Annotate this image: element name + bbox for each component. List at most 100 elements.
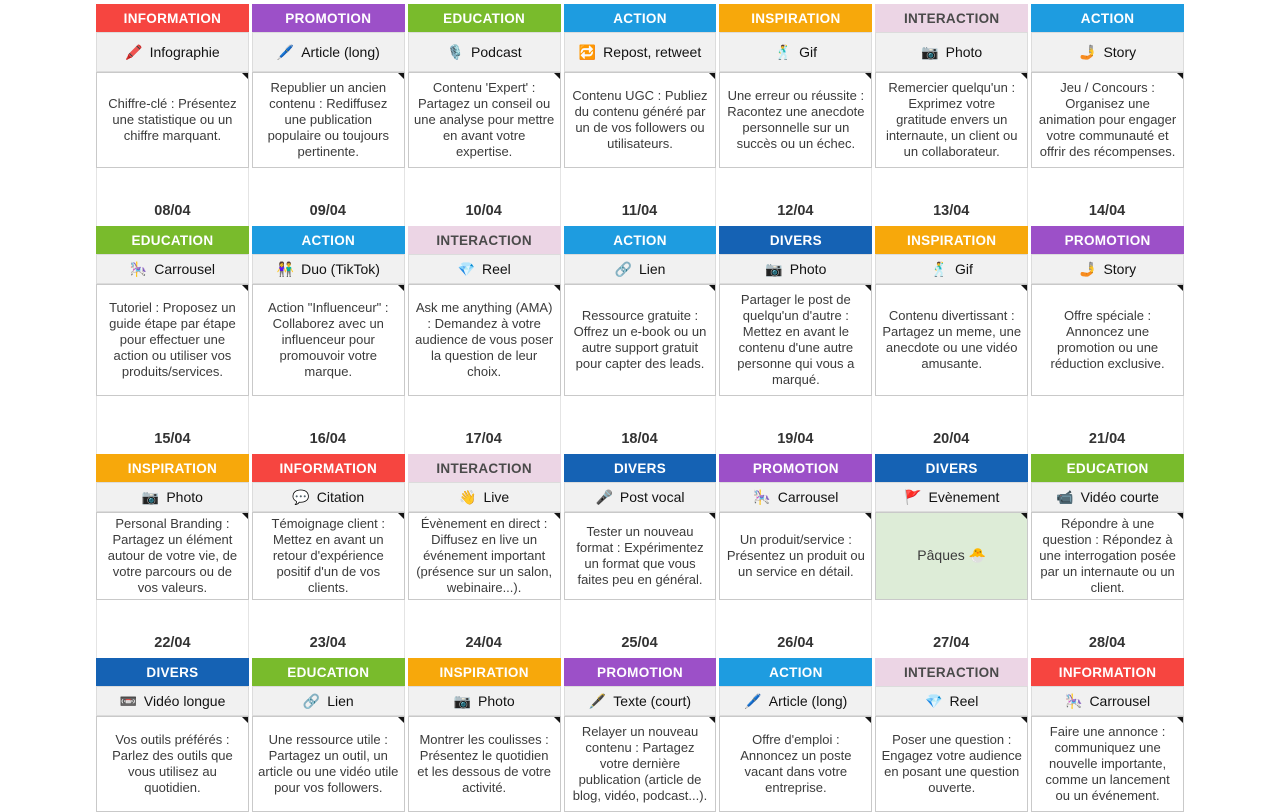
description-text: Faire une annonce : communiquez une nouv… <box>1045 723 1170 804</box>
format-label: Gif <box>954 261 973 277</box>
category-header-divers: DIVERS <box>875 454 1029 482</box>
description-text: Offre d'emploi : Annoncez un poste vacan… <box>740 731 852 796</box>
description-text: Un produit/service : Présentez un produi… <box>726 531 865 580</box>
format-cell: 📷 Photo <box>96 482 249 512</box>
flag-icon: 🚩 <box>904 489 922 505</box>
date-cell: 16/04 <box>252 396 405 454</box>
format-label: Photo <box>166 489 203 505</box>
category-header-divers: DIVERS <box>563 454 717 482</box>
category-header-promotion: PROMOTION <box>251 4 405 32</box>
format-label: Infographie <box>149 44 220 60</box>
date-cell: 13/04 <box>875 168 1029 226</box>
category-row: INFORMATION PROMOTION EDUCATION ACTION INSPI… <box>96 4 1184 32</box>
date-cell: 21/04 <box>1031 396 1184 454</box>
format-cell: 💎 Reel <box>407 254 561 284</box>
description-text: Relayer un nouveau contenu : Partagez vo… <box>572 723 708 804</box>
date-row: 08/04 09/04 10/04 11/04 12/04 13/04 14/04 <box>96 168 1184 226</box>
description-cell: Action "Influenceur" : Collaborez avec u… <box>251 284 405 396</box>
category-header-education: EDUCATION <box>251 658 405 686</box>
format-label: Citation <box>316 489 365 505</box>
format-label: Lien <box>638 261 666 277</box>
selfie-icon: 🤳 <box>1079 44 1097 60</box>
category-header-action: ACTION <box>563 226 717 254</box>
date-cell: 10/04 <box>408 168 561 226</box>
format-label: Duo (TikTok) <box>301 261 380 277</box>
description-cell: Ask me anything (AMA) : Demandez à votre… <box>407 284 561 396</box>
format-label: Story <box>1103 261 1137 277</box>
description-text: Évènement en direct : Diffusez en live u… <box>416 515 553 596</box>
date-cell: 24/04 <box>408 600 561 658</box>
format-cell: 🤳 Story <box>1031 254 1184 284</box>
format-label: Reel <box>949 693 979 709</box>
format-cell: 🖊️ Article (long) <box>719 686 873 716</box>
studio-microphone-icon: 🎙️ <box>446 44 465 60</box>
description-cell: Contenu divertissant : Partagez un meme,… <box>875 284 1029 396</box>
link-icon: 🔗 <box>302 693 321 709</box>
format-cell: 🎠 Carrousel <box>1031 686 1184 716</box>
category-header-interaction: INTERACTION <box>875 4 1029 32</box>
description-text: Une erreur ou réussite : Racontez une an… <box>727 87 865 152</box>
category-header-inspiration: INSPIRATION <box>875 226 1029 254</box>
description-cell: Un produit/service : Présentez un produi… <box>719 512 873 600</box>
category-header-divers: DIVERS <box>96 658 249 686</box>
description-text: Remercier quelqu'un : Exprimez votre gra… <box>885 79 1018 160</box>
format-label: Post vocal <box>619 489 685 505</box>
category-row: EDUCATION ACTION INTERACTION ACTION DIVERS IN… <box>96 226 1184 254</box>
description-text: Partager le post de quelqu'un d'autre : … <box>737 291 855 388</box>
format-cell: 📷 Photo <box>407 686 561 716</box>
date-cell: 09/04 <box>252 168 405 226</box>
category-header-education: EDUCATION <box>1031 454 1184 482</box>
description-text: Vos outils préférés : Parlez des outils … <box>112 731 233 796</box>
description-text: Pâques 🐣 <box>917 547 987 564</box>
category-header-interaction: INTERACTION <box>875 658 1029 686</box>
category-header-action: ACTION <box>251 226 405 254</box>
gem-icon: 💎 <box>457 261 475 277</box>
category-header-action: ACTION <box>563 4 717 32</box>
repeat-icon: 🔁 <box>578 44 597 60</box>
gem-icon: 💎 <box>925 693 943 709</box>
date-cell: 11/04 <box>564 168 717 226</box>
description-cell: Tutoriel : Proposez un guide étape par é… <box>96 284 249 396</box>
format-cell: 🎠 Carrousel <box>719 482 873 512</box>
date-cell: 19/04 <box>719 396 873 454</box>
pen-icon: 🖊️ <box>744 693 762 709</box>
link-icon: 🔗 <box>614 261 632 277</box>
category-header-information: INFORMATION <box>251 454 405 482</box>
format-cell: 🕺 Gif <box>719 32 873 72</box>
date-cell: 17/04 <box>408 396 561 454</box>
format-label: Podcast <box>471 44 522 60</box>
date-cell: 20/04 <box>875 396 1029 454</box>
description-cell: Offre d'emploi : Annoncez un poste vacan… <box>719 716 873 812</box>
description-text: Contenu divertissant : Partagez un meme,… <box>882 307 1022 372</box>
description-text: Offre spéciale : Annoncez une promotion … <box>1050 307 1165 372</box>
carousel-icon: 🎠 <box>1065 693 1083 709</box>
format-label: Reel <box>481 261 511 277</box>
description-cell: Pâques 🐣 <box>875 512 1029 600</box>
format-cell: 🎤 Post vocal <box>563 482 717 512</box>
format-cell: 📷 Photo <box>875 32 1029 72</box>
category-header-action: ACTION <box>1031 4 1184 32</box>
date-cell: 08/04 <box>96 168 249 226</box>
date-cell: 28/04 <box>1031 600 1184 658</box>
format-row: 📼 Vidéo longue 🔗 Lien 📷 Photo 🖋️ Texte (court) 🖊… <box>96 686 1184 716</box>
format-cell: 🤳 Story <box>1031 32 1184 72</box>
format-cell: 👫 Duo (TikTok) <box>251 254 405 284</box>
format-cell: 💬 Citation <box>251 482 405 512</box>
format-label: Photo <box>478 693 515 709</box>
vhs-cassette-icon: 📼 <box>119 693 137 709</box>
description-text: Tutoriel : Proposez un guide étape par é… <box>109 299 236 380</box>
format-cell: 📹 Vidéo courte <box>1031 482 1184 512</box>
description-cell: Jeu / Concours : Organisez une animation… <box>1031 72 1184 168</box>
description-cell: Chiffre-clé : Présentez une statistique … <box>96 72 249 168</box>
dancer-icon: 🕺 <box>774 44 793 60</box>
camera-icon: 📷 <box>453 693 472 709</box>
category-row: INSPIRATION INFORMATION INTERACTION DIVERS P… <box>96 454 1184 482</box>
category-header-inspiration: INSPIRATION <box>719 4 873 32</box>
format-cell: 📷 Photo <box>719 254 873 284</box>
description-row: Vos outils préférés : Parlez des outils … <box>96 716 1184 812</box>
category-header-promotion: PROMOTION <box>719 454 873 482</box>
format-row: 🖍️ Infographie 🖊️ Article (long) 🎙️ Podcast 🔁 R… <box>96 32 1184 72</box>
format-label: Live <box>483 489 510 505</box>
format-cell: 🎠 Carrousel <box>96 254 249 284</box>
category-header-inspiration: INSPIRATION <box>407 658 561 686</box>
